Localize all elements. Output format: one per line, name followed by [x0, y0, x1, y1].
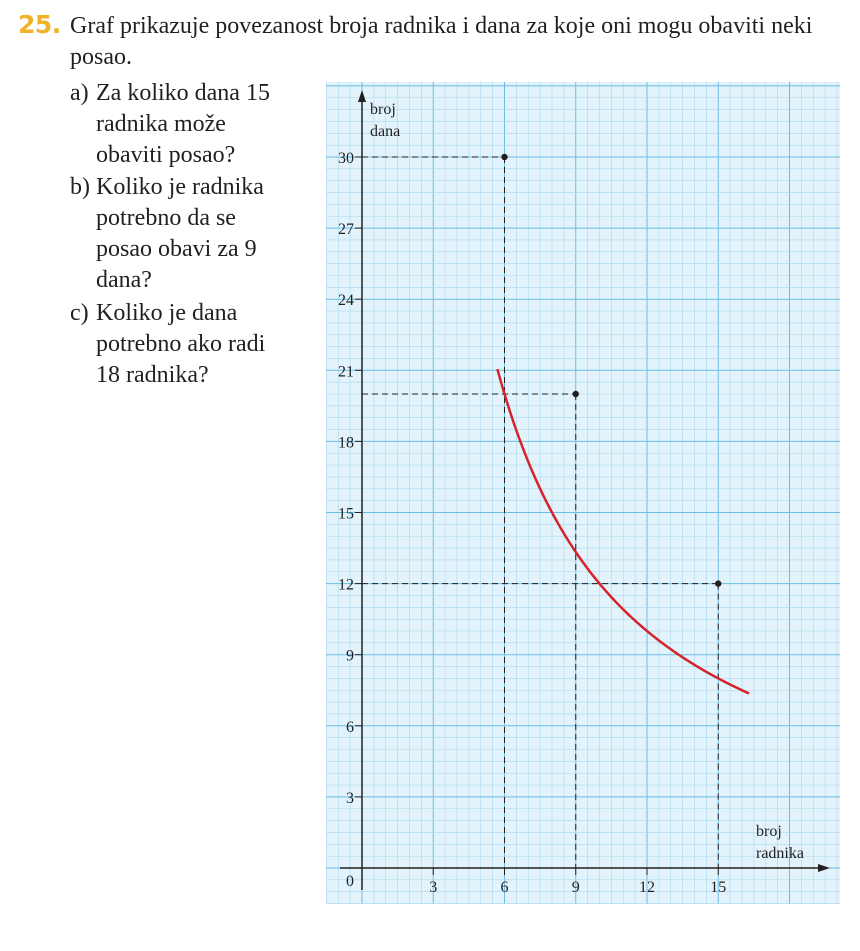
- y-tick-label: 21: [338, 363, 354, 380]
- y-tick-label: 3: [346, 790, 354, 807]
- x-tick-label: 15: [710, 879, 726, 896]
- x-axis-arrow-icon: [818, 864, 830, 872]
- question-b: b) Koliko je radnika potrebno da se posa…: [70, 172, 295, 296]
- curve-series: [496, 368, 750, 695]
- data-point: [715, 580, 722, 587]
- axes: [340, 90, 830, 890]
- y-tick-label: 12: [338, 577, 354, 594]
- x-tick-label: 6: [501, 879, 509, 896]
- question-c: c) Koliko je dana potrebno ako radi 18 r…: [70, 298, 295, 391]
- y-tick-label: 24: [338, 292, 354, 309]
- y-tick-label: 18: [338, 434, 354, 451]
- question-c-text: Koliko je dana potrebno ako radi 18 radn…: [96, 300, 266, 388]
- x-axis-title-line1: broj: [756, 823, 782, 840]
- y-tick-label: 15: [338, 506, 354, 523]
- x-axis-title-line2: radnika: [756, 845, 804, 862]
- y-tick-label: 27: [338, 221, 354, 238]
- question-a-label: a): [70, 80, 89, 106]
- x-tick-label: 3: [429, 879, 437, 896]
- data-point: [501, 153, 508, 161]
- y-axis-arrow-icon: [358, 90, 366, 102]
- task-number: 25.: [18, 10, 61, 39]
- y-tick-label: 9: [346, 648, 354, 665]
- guide-lines: [362, 156, 719, 868]
- y-tick-label: 6: [346, 719, 354, 736]
- grid: [326, 82, 840, 904]
- task-statement: Graf prikazuje povezanost broja radnika …: [70, 13, 813, 70]
- y-axis-title-line2: dana: [370, 123, 400, 140]
- question-c-label: c): [70, 300, 89, 326]
- question-b-text: Koliko je radnika potrebno da se posao o…: [96, 174, 264, 293]
- question-a-text: Za koliko dana 15 radnika može obaviti p…: [96, 80, 270, 168]
- data-point: [572, 390, 579, 398]
- y-axis-title-line1: broj: [370, 101, 396, 118]
- marked-points: [501, 153, 722, 587]
- question-a: a) Za koliko dana 15 radnika može obavit…: [70, 78, 295, 171]
- x-tick-label: 9: [572, 879, 580, 896]
- y-tick-label: 30: [338, 150, 354, 167]
- x-tick-label: 12: [639, 879, 655, 896]
- axis-ticks: 3 6 9 12 15 3 6 9 12 15 18 21 24 27 30: [338, 150, 726, 896]
- grid-background: [326, 82, 840, 904]
- question-b-label: b): [70, 174, 90, 200]
- origin-label: 0: [346, 873, 354, 890]
